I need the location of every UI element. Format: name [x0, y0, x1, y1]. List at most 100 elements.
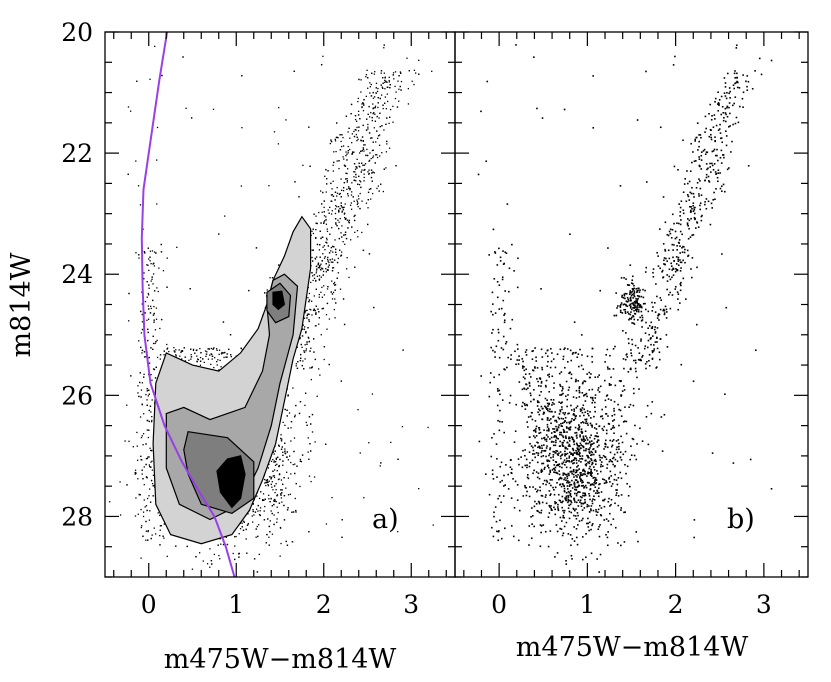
star-point [302, 360, 304, 362]
star-point [380, 462, 382, 464]
star-point [280, 542, 282, 545]
star-point [148, 409, 151, 412]
star-point [310, 300, 313, 302]
star-point [355, 133, 358, 136]
star-point [322, 246, 324, 248]
star-point [304, 326, 306, 328]
star-point [372, 97, 375, 99]
star-point [376, 90, 379, 93]
star-point [347, 195, 349, 197]
star-point [275, 489, 277, 491]
star-point [145, 356, 147, 358]
star-point [280, 448, 283, 450]
star-point [325, 268, 327, 270]
star-point [280, 497, 283, 499]
star-point [137, 392, 139, 394]
star-point [273, 503, 275, 506]
star-point [360, 181, 362, 183]
star-point [183, 347, 185, 349]
star-point [138, 257, 140, 259]
star-point [374, 71, 376, 73]
star-point [144, 506, 146, 508]
star-point [148, 258, 150, 260]
star-point [340, 140, 342, 143]
star-point [368, 132, 371, 134]
star-point [375, 141, 377, 143]
star-point [143, 484, 145, 486]
star-point [313, 274, 316, 276]
star-point [283, 494, 286, 497]
star-point [152, 273, 155, 275]
star-point [361, 200, 363, 202]
star-point [333, 308, 335, 311]
star-point [149, 405, 152, 407]
star-point [332, 267, 335, 269]
star-point [342, 241, 344, 243]
star-point [326, 328, 328, 330]
star-point [373, 107, 375, 109]
star-point [269, 476, 271, 478]
star-point [308, 416, 311, 418]
star-point [329, 259, 331, 261]
star-point [273, 514, 275, 516]
star-point [317, 262, 320, 264]
star-point [398, 75, 400, 77]
star-point [312, 249, 314, 251]
star-point [350, 239, 352, 241]
star-point [127, 173, 129, 175]
star-point [216, 349, 218, 352]
star-point [173, 347, 175, 349]
star-point [276, 470, 278, 472]
star-point [255, 247, 258, 249]
star-point [154, 45, 156, 48]
star-point [282, 460, 284, 462]
star-point [135, 497, 137, 499]
star-point [335, 254, 337, 256]
star-point [159, 327, 161, 330]
star-point [351, 182, 353, 184]
star-point [151, 469, 153, 471]
star-point [325, 314, 328, 316]
star-point [349, 187, 351, 190]
star-point [315, 288, 318, 290]
star-point [143, 351, 146, 353]
star-point [295, 365, 297, 367]
star-point [259, 514, 262, 517]
star-point [175, 355, 177, 357]
star-point [222, 321, 225, 323]
star-point [344, 243, 346, 245]
star-point [298, 196, 300, 198]
star-point [184, 356, 186, 358]
star-point [432, 524, 434, 526]
star-point [208, 348, 210, 350]
star-point [344, 165, 347, 167]
star-point [370, 95, 373, 97]
star-point [330, 291, 332, 293]
star-point [141, 473, 143, 475]
star-point [286, 544, 289, 546]
star-point [216, 364, 218, 366]
star-point [331, 293, 334, 295]
star-point [384, 88, 386, 90]
star-point [150, 449, 152, 452]
star-point [156, 126, 159, 129]
star-point [127, 106, 130, 108]
star-point [350, 103, 353, 106]
star-point [353, 171, 355, 173]
star-point [342, 209, 345, 211]
star-point [149, 256, 151, 258]
star-point [305, 309, 307, 312]
star-point [368, 442, 370, 444]
star-point [142, 433, 145, 435]
star-point [262, 499, 264, 501]
star-point [366, 154, 369, 157]
star-point [332, 170, 335, 172]
star-point [159, 525, 162, 527]
star-point [306, 317, 308, 319]
star-point [355, 180, 357, 182]
star-point [357, 100, 359, 103]
star-point [139, 204, 142, 206]
star-point [333, 151, 335, 153]
star-point [346, 188, 348, 190]
star-point [331, 258, 334, 260]
